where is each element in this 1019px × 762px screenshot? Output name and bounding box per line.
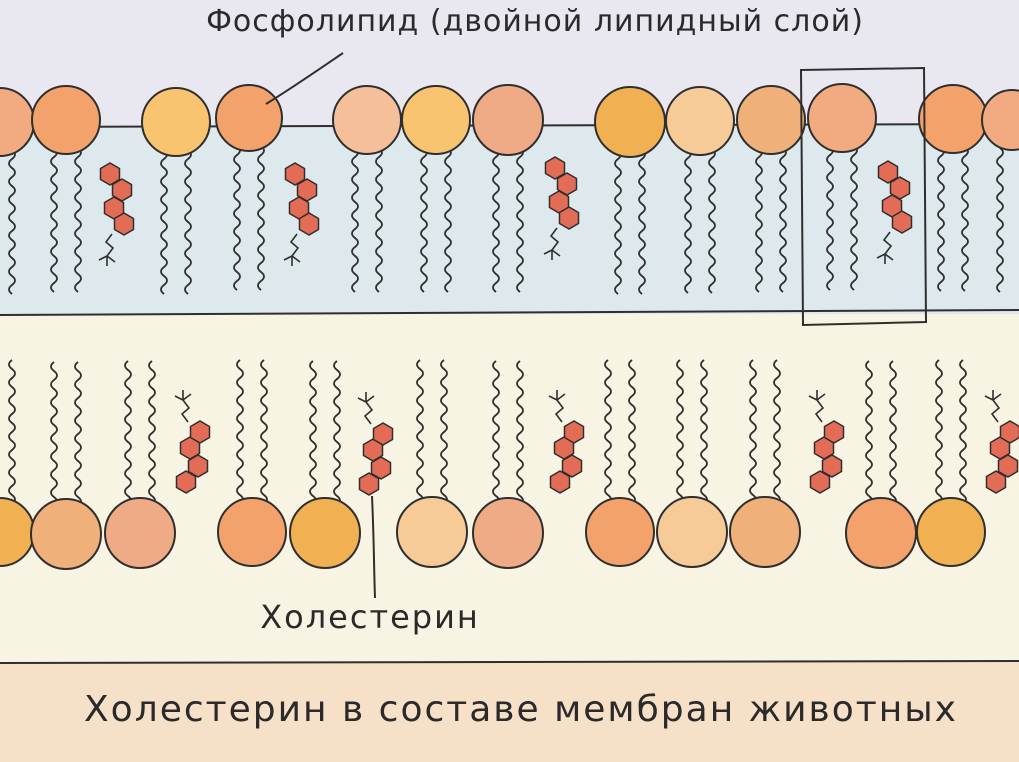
lower-lipid-tails	[8, 359, 967, 507]
caption-text: Холестерин в составе мембран животных	[84, 689, 958, 730]
phospholipid-head-icon	[656, 496, 728, 568]
lipid-tail-icon	[959, 359, 967, 505]
lipid-tail-icon	[50, 147, 58, 293]
phospholipid-head-icon	[217, 497, 287, 567]
cholesterol-molecule-icon	[543, 156, 580, 260]
phospholipid-head-icon	[215, 84, 283, 152]
lipid-tail-icon	[937, 146, 945, 292]
lipid-tail-icon	[700, 359, 708, 505]
phospholipid-head-icon	[472, 84, 544, 156]
phospholipid-head-icon	[981, 89, 1019, 151]
lipid-tail-icon	[260, 359, 268, 505]
lipid-tail-icon	[492, 147, 500, 293]
phospholipid-head-icon	[736, 85, 806, 155]
lipid-tail-icon	[684, 148, 692, 294]
lipid-tail-icon	[50, 361, 58, 507]
lipid-tail-icon	[749, 359, 757, 505]
lipid-tail-icon	[416, 359, 424, 505]
phospholipid-head-icon	[807, 83, 877, 153]
lower-leaflet-band	[0, 314, 1019, 666]
phospholipid-head-icon	[594, 86, 666, 158]
cholesterol-molecule-icon	[876, 160, 913, 264]
selection-box-icon	[799, 66, 928, 327]
lower-cholesterol-group	[174, 390, 1019, 496]
lipid-tail-icon	[935, 359, 943, 505]
lipid-tail-icon	[516, 360, 524, 506]
lipid-tail-icon	[74, 147, 82, 293]
lipid-tail-icon	[850, 145, 858, 291]
cholesterol-molecule-icon	[548, 390, 585, 494]
lipid-tail-icon	[236, 359, 244, 505]
cholesterol-molecule-icon	[808, 390, 845, 494]
upper-lipid-tails	[8, 145, 1004, 295]
phospholipid-head-icon	[401, 85, 471, 155]
phospholipid-head-icon	[396, 496, 468, 568]
lipid-tail-icon	[444, 147, 452, 293]
phospholipid-pointer-line	[265, 52, 344, 105]
lipid-tail-icon	[826, 145, 834, 291]
lipid-tail-icon	[8, 149, 16, 295]
cholesterol-molecule-icon	[283, 162, 320, 266]
phospholipid-head-icon	[845, 497, 917, 569]
phospholipid-head-icon	[729, 496, 801, 568]
phospholipid-head-icon	[31, 85, 101, 155]
phospholipid-label: Фосфолипид (двойной липидный слой)	[206, 4, 864, 39]
lipid-tail-icon	[440, 359, 448, 505]
phospholipid-head-icon	[289, 497, 361, 569]
lipid-tail-icon	[8, 359, 16, 505]
upper-cholesterol-group	[98, 156, 913, 266]
caption-divider-line	[0, 660, 1019, 664]
cholesterol-label: Холестерин	[260, 598, 480, 636]
lipid-tail-icon	[779, 147, 787, 293]
lipid-tail-icon	[889, 360, 897, 506]
lipid-tail-icon	[309, 360, 317, 506]
cholesterol-molecule-icon	[357, 392, 394, 496]
lipid-tail-icon	[333, 360, 341, 506]
lipid-tail-icon	[676, 359, 684, 505]
lipid-tail-icon	[257, 145, 265, 291]
cholesterol-molecule-icon	[984, 390, 1019, 494]
lipid-tail-icon	[233, 145, 241, 291]
lipid-tail-icon	[628, 359, 636, 505]
lipid-tail-icon	[773, 359, 781, 505]
phospholipid-head-icon	[141, 87, 211, 157]
lipid-tail-icon	[184, 149, 192, 295]
lipid-tail-icon	[755, 147, 763, 293]
cholesterol-molecule-icon	[174, 390, 211, 494]
lipid-tail-icon	[148, 360, 156, 506]
lipid-tail-icon	[375, 147, 383, 293]
phospholipid-head-icon	[472, 497, 544, 569]
lipid-tail-icon	[614, 149, 622, 295]
lipid-tail-icon	[708, 148, 716, 294]
lipid-tail-icon	[124, 360, 132, 506]
phospholipid-head-icon	[585, 497, 655, 567]
cholesterol-molecule-icon	[98, 162, 135, 266]
phospholipid-head-icon	[665, 86, 735, 156]
phospholipid-head-icon	[916, 497, 986, 567]
lipid-tail-icon	[865, 360, 873, 506]
lipid-tail-icon	[516, 147, 524, 293]
lipid-tail-icon	[604, 359, 612, 505]
leaflet-divider-line	[0, 309, 1019, 316]
cholesterol-pointer-line	[371, 495, 376, 599]
phospholipid-head-icon	[332, 85, 402, 155]
lipid-tail-icon	[492, 360, 500, 506]
lipid-tail-icon	[996, 147, 1004, 293]
phospholipid-head-icon	[918, 84, 988, 154]
lipid-tail-icon	[420, 147, 428, 293]
lipid-tail-icon	[961, 146, 969, 292]
lipid-tail-icon	[74, 361, 82, 507]
upper-leaflet-band	[0, 126, 1019, 314]
lower-phospholipid-heads	[0, 496, 986, 570]
caption-band	[0, 662, 1019, 762]
lipid-tail-icon	[351, 147, 359, 293]
phospholipid-head-icon	[104, 497, 176, 569]
phospholipid-head-icon	[30, 498, 102, 570]
lipid-tail-icon	[160, 149, 168, 295]
lipid-tail-icon	[638, 149, 646, 295]
upper-phospholipid-heads	[0, 83, 1019, 158]
